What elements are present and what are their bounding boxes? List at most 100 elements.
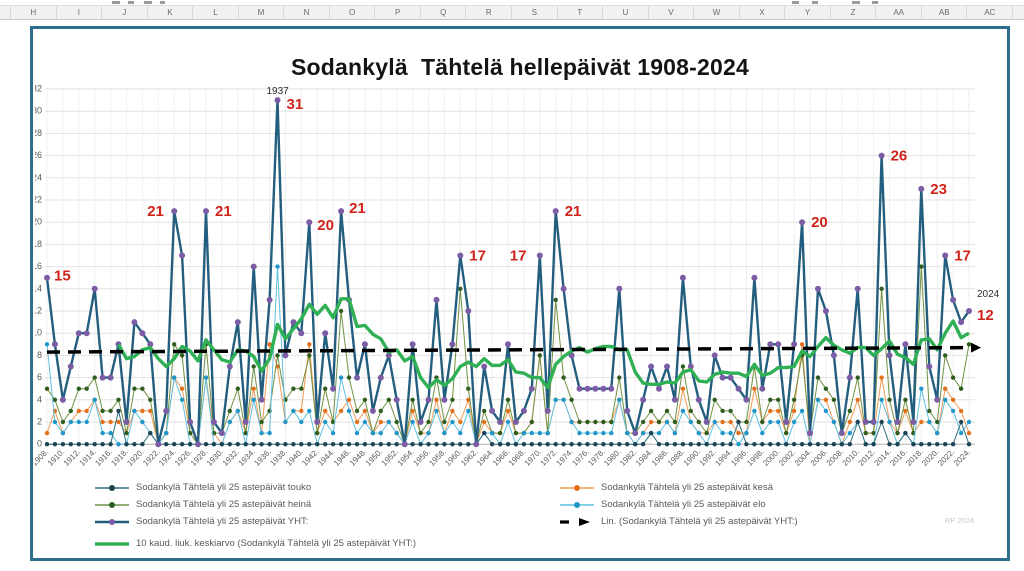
y-axis-labels[interactable]: 02468101214161820222426283032 — [35, 84, 42, 449]
column-header-cell[interactable]: AC — [967, 6, 1014, 19]
svg-text:2022.: 2022. — [936, 447, 957, 468]
svg-text:2020.: 2020. — [920, 447, 941, 468]
svg-text:16: 16 — [35, 261, 42, 271]
annotation-year-1937[interactable]: 1937 — [267, 86, 290, 97]
legend-item-ma[interactable]: 10 kaud. liuk. keskiarvo (Sodankylä Täht… — [95, 538, 416, 549]
data-label-1924[interactable]: 21 — [147, 203, 164, 220]
trendline[interactable] — [46, 345, 970, 354]
svg-text:1910.: 1910. — [46, 447, 67, 468]
svg-text:2004.: 2004. — [793, 447, 814, 468]
data-label-2003[interactable]: 20 — [811, 214, 828, 231]
data-label-2024[interactable]: 12 — [977, 307, 994, 324]
legend-label-trend: Lin. (Sodankylä Tähtelä yli 25 astepäivä… — [601, 516, 798, 527]
svg-text:1920.: 1920. — [125, 447, 146, 468]
column-header-row: H I J K L M N O P Q R S T U V W X Y Z AA AB AC — [0, 5, 1024, 20]
chart-title[interactable]: Sodankylä Tähtelä hellepäivät 1908-2024 — [290, 54, 749, 81]
annotation-year-2024[interactable]: 2024 — [977, 289, 1000, 300]
column-header-cell[interactable]: J — [102, 6, 148, 19]
watermark-rp2024: RP 2024 — [945, 516, 975, 525]
legend-swatch-trend-icon — [560, 517, 590, 526]
legend-swatch-elo-icon — [560, 501, 594, 508]
svg-text:1932.: 1932. — [221, 447, 242, 468]
column-header-cell[interactable]: H — [11, 6, 57, 19]
svg-text:1966.: 1966. — [491, 447, 512, 468]
legend-item-elo[interactable]: Sodankylä Tähtelä yli 25 astepäivät elo — [560, 499, 766, 510]
column-header-cell[interactable]: K — [148, 6, 194, 19]
svg-text:1944.: 1944. — [316, 447, 337, 468]
column-header-cell[interactable]: Y — [785, 6, 831, 19]
column-header-cell[interactable]: AA — [876, 6, 922, 19]
data-label-1960[interactable]: 17 — [469, 248, 486, 265]
legend-item-heina[interactable]: Sodankylä Tähtelä yli 25 astepäivät hein… — [95, 499, 311, 510]
legend-item-touko[interactable]: Sodankylä Tähtelä yli 25 astepäivät touk… — [95, 482, 311, 493]
svg-text:1964.: 1964. — [475, 447, 496, 468]
column-header-cell[interactable]: O — [330, 6, 376, 19]
svg-text:1948.: 1948. — [348, 447, 369, 468]
moving-average-line[interactable] — [117, 297, 970, 390]
svg-text:2006.: 2006. — [809, 447, 830, 468]
svg-text:12: 12 — [35, 306, 42, 316]
data-label-1928[interactable]: 21 — [215, 203, 232, 220]
svg-text:1976.: 1976. — [570, 447, 591, 468]
svg-text:1988.: 1988. — [666, 447, 687, 468]
data-label-1970[interactable]: 17 — [510, 248, 527, 265]
legend-item-kesa[interactable]: Sodankylä Tähtelä yli 25 astepäivät kesä — [560, 482, 773, 493]
chart-plot-area[interactable]: 024681012141618202224262830321908.1910.1… — [35, 81, 1007, 493]
column-header-cell[interactable]: R — [466, 6, 513, 19]
svg-text:20: 20 — [35, 217, 42, 227]
column-header-cell[interactable]: N — [284, 6, 330, 19]
svg-text:1950.: 1950. — [364, 447, 385, 468]
svg-text:2010.: 2010. — [841, 447, 862, 468]
svg-text:1942.: 1942. — [300, 447, 321, 468]
svg-text:1978.: 1978. — [586, 447, 607, 468]
column-header-cell[interactable]: X — [740, 6, 786, 19]
svg-text:1928.: 1928. — [189, 447, 210, 468]
column-header-cell[interactable]: Z — [831, 6, 877, 19]
column-header-cell[interactable]: U — [603, 6, 649, 19]
data-label-2021[interactable]: 17 — [954, 248, 971, 265]
svg-text:0: 0 — [37, 439, 42, 449]
svg-text:6: 6 — [37, 372, 42, 382]
data-label-1941[interactable]: 20 — [317, 217, 334, 234]
legend-label-heina: Sodankylä Tähtelä yli 25 astepäivät hein… — [136, 499, 312, 510]
column-header-cell[interactable]: P — [375, 6, 421, 19]
data-label-2018[interactable]: 23 — [930, 181, 947, 198]
svg-text:2002.: 2002. — [777, 447, 798, 468]
column-header-cell[interactable]: T — [558, 6, 604, 19]
svg-text:1982.: 1982. — [618, 447, 639, 468]
x-axis-labels[interactable]: 1908.1910.1912.1914.1916.1918.1920.1922.… — [35, 447, 972, 468]
data-label-1908[interactable]: 15 — [54, 268, 71, 285]
column-header-cell[interactable]: AB — [922, 6, 968, 19]
svg-text:1968.: 1968. — [507, 447, 528, 468]
legend-swatch-heina-icon — [95, 501, 129, 508]
svg-text:1960.: 1960. — [443, 447, 464, 468]
svg-text:1956.: 1956. — [411, 447, 432, 468]
legend-label-yht: Sodankylä Tähtelä yli 25 astepäivät YHT: — [136, 516, 309, 527]
column-header-cell[interactable]: W — [694, 6, 740, 19]
column-header-cell[interactable]: L — [193, 6, 239, 19]
svg-text:2012.: 2012. — [857, 447, 878, 468]
svg-text:1936.: 1936. — [252, 447, 273, 468]
data-label-1937[interactable]: 31 — [287, 96, 304, 113]
svg-text:8: 8 — [37, 350, 42, 360]
column-header-cell[interactable]: S — [512, 6, 558, 19]
legend-item-trend[interactable]: Lin. (Sodankylä Tähtelä yli 25 astepäivä… — [560, 516, 798, 527]
svg-text:1930.: 1930. — [205, 447, 226, 468]
svg-text:26: 26 — [35, 150, 42, 160]
legend-swatch-yht-icon — [95, 518, 129, 525]
column-header-cell[interactable]: I — [57, 6, 103, 19]
svg-text:1934.: 1934. — [237, 447, 258, 468]
data-label-1972[interactable]: 21 — [565, 203, 582, 220]
legend-item-yht[interactable]: Sodankylä Tähtelä yli 25 astepäivät YHT: — [95, 516, 308, 527]
column-header-cell[interactable]: Q — [421, 6, 467, 19]
legend-swatch-ma-icon — [95, 541, 129, 546]
svg-text:28: 28 — [35, 128, 42, 138]
svg-text:1996.: 1996. — [729, 447, 750, 468]
chart-frame[interactable]: Sodankylä Tähtelä hellepäivät 1908-2024 … — [30, 26, 1010, 561]
column-header-cell[interactable]: M — [239, 6, 285, 19]
data-label-1945[interactable]: 21 — [349, 200, 366, 217]
column-header-cell[interactable]: V — [649, 6, 695, 19]
data-label-2013[interactable]: 26 — [891, 148, 908, 165]
svg-text:10: 10 — [35, 328, 42, 338]
svg-text:1994.: 1994. — [713, 447, 734, 468]
